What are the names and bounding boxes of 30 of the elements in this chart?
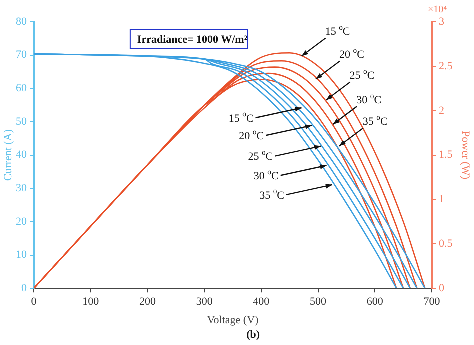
x-tick-label: 100 — [82, 296, 100, 308]
y-tick-label: 60 — [16, 82, 28, 95]
y-tick-label: 40 — [16, 149, 28, 162]
x-tick-label: 0 — [31, 296, 38, 308]
y-axis-title: Current (A) — [2, 129, 14, 182]
y-tick-label: 50 — [16, 116, 28, 128]
text: ×10⁴ — [428, 4, 448, 16]
y2-tick-label: 2 — [439, 104, 444, 117]
y2-tick-label: 1.5 — [439, 149, 454, 162]
x-tick-label: 500 — [310, 296, 328, 308]
x-tick-label: 200 — [139, 296, 156, 308]
y-tick-label: 10 — [16, 249, 28, 262]
y2-tick-label: 1 — [439, 194, 444, 206]
y-tick-label: 20 — [16, 216, 28, 228]
y2-tick-label: 0 — [439, 282, 445, 294]
y2-axis-title: Power (W) — [460, 131, 472, 180]
y2-tick-label: 2.5 — [439, 60, 454, 72]
y2-tick-label: 0.5 — [439, 238, 454, 250]
x-tick-label: 400 — [253, 296, 270, 308]
y-tick-label: 30 — [16, 182, 28, 195]
x-axis-title: Voltage (V) — [207, 314, 260, 326]
annotation: Irradiance= 1000 W/m² — [137, 34, 248, 46]
y2-tick-label: 3 — [439, 16, 445, 28]
y-tick-label: 80 — [16, 16, 28, 28]
y-tick-label: 70 — [16, 49, 28, 62]
text: (b) — [246, 328, 260, 341]
y-tick-label: 0 — [22, 282, 28, 294]
x-tick-label: 700 — [424, 296, 441, 308]
x-tick-label: 300 — [196, 296, 214, 308]
x-tick-label: 600 — [366, 296, 384, 308]
